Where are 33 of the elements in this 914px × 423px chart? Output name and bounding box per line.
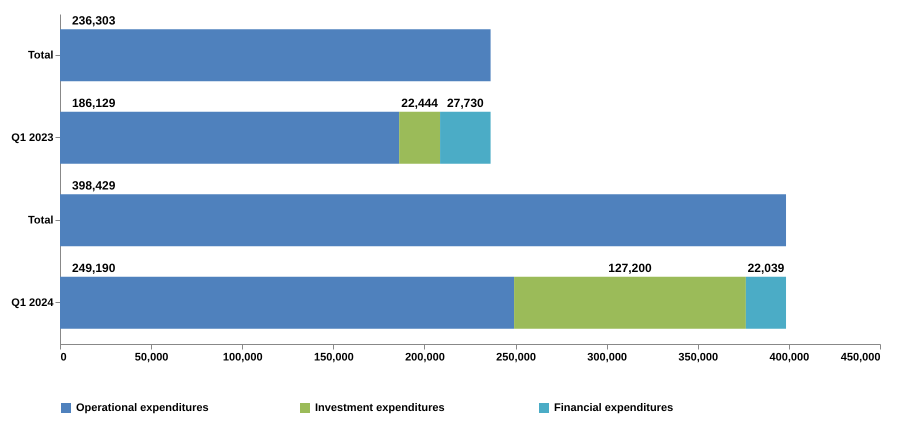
x-tick-label: 100,000	[222, 352, 263, 364]
bar	[514, 276, 746, 329]
data-label: 27,730	[446, 96, 484, 110]
data-label: 22,444	[401, 96, 438, 110]
bar	[60, 112, 400, 164]
data-label: 398,429	[72, 178, 116, 192]
bar	[440, 112, 491, 164]
x-tick-label: 250,000	[496, 352, 536, 364]
bar	[60, 29, 491, 82]
legend-label: Financial expenditures	[554, 402, 674, 414]
bar	[60, 276, 514, 329]
x-tick-label: 0	[60, 352, 67, 364]
y-tick-label: Q1 2024	[11, 296, 54, 309]
x-tick-label: 150,000	[314, 352, 354, 364]
x-tick-label: 400,000	[770, 352, 810, 364]
bar	[60, 194, 786, 246]
legend-label: Investment expenditures	[315, 402, 445, 414]
data-label: 186,129	[72, 96, 116, 110]
y-tick-label: Total	[28, 214, 54, 226]
x-tick-label: 50,000	[134, 352, 168, 364]
bar	[746, 276, 786, 329]
y-tick-label: Total	[28, 49, 54, 62]
bar	[399, 112, 440, 164]
x-tick-label: 200,000	[405, 352, 445, 364]
legend-label: Operational expenditures	[76, 402, 209, 414]
x-tick-label: 300,000	[587, 352, 628, 364]
y-tick-label: Q1 2023	[11, 132, 54, 144]
x-tick-label: 350,000	[678, 352, 718, 364]
x-tick-label: 450,000	[840, 352, 880, 364]
data-label: 22,039	[748, 260, 785, 275]
data-label: 249,190	[72, 260, 116, 275]
data-label: 127,200	[608, 260, 652, 275]
data-label: 236,303	[72, 13, 116, 28]
